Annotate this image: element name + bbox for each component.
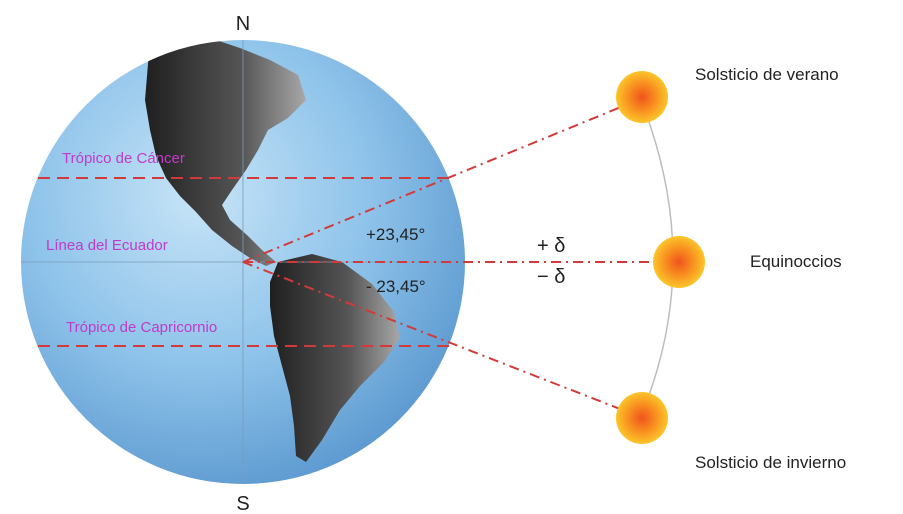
summer-solstice-label: Solsticio de verano [695,65,839,84]
equinox-label: Equinoccios [750,252,842,271]
north-america-shape [145,40,306,266]
declination-minus-label: − δ [537,266,565,288]
declination-plus-label: + δ [537,235,565,257]
angle-minus-label: - 23,45° [366,277,426,296]
south-pole-label: S [236,493,249,514]
angle-plus-label: +23,45° [366,225,425,244]
tropic-capricorn-label: Trópico de Capricornio [66,319,217,336]
tropic-cancer-label: Trópico de Cáncer [62,150,185,167]
sun-icon [653,236,705,288]
north-pole-label: N [236,13,250,35]
winter-ray [242,261,639,417]
south-america-shape [270,254,400,462]
winter-solstice-label: Solsticio de invierno [695,453,846,472]
sun-icon [616,392,668,444]
equator-label: Línea del Ecuador [46,237,168,254]
summer-ray [242,99,639,263]
sun-icon [616,71,668,123]
